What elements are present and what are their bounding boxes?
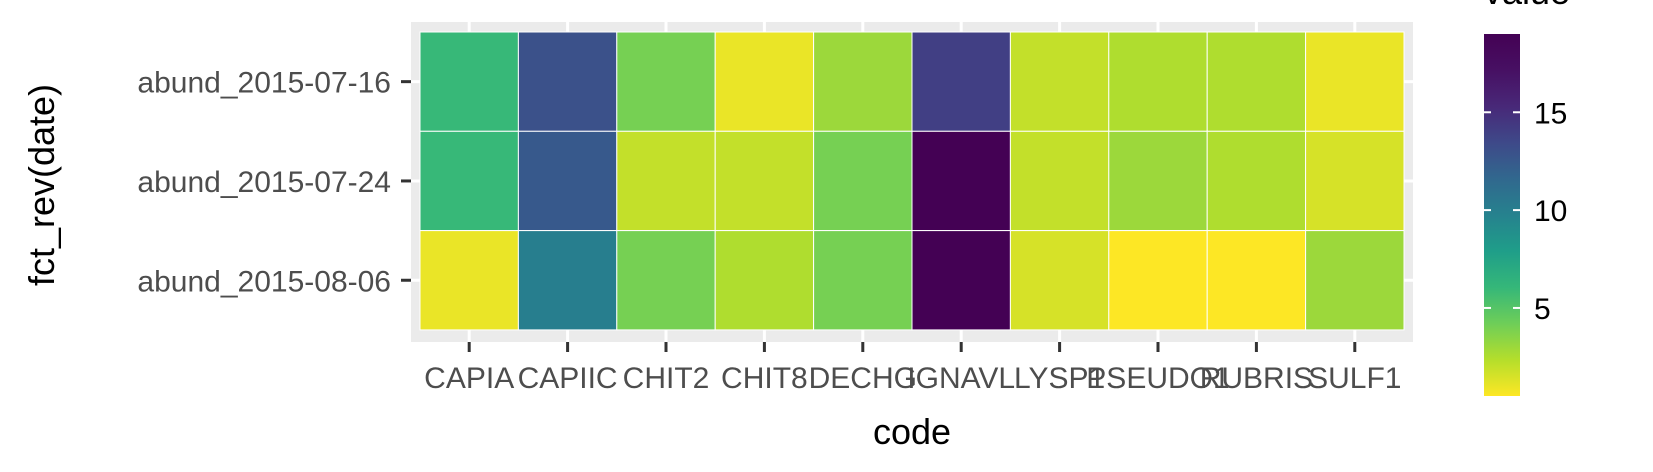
color-legend: value 5 10 15 xyxy=(1484,0,1570,396)
colorbar-ticks: 5 10 15 xyxy=(1484,97,1567,326)
x-tick-label: RUBRIS xyxy=(1200,362,1313,395)
heatmap-cell xyxy=(1108,130,1208,232)
heatmap-cell xyxy=(1305,31,1405,132)
x-tick-label: SULF1 xyxy=(1308,362,1401,395)
heatmap-cell xyxy=(1305,230,1405,331)
heatmap-cell xyxy=(813,230,913,331)
heatmap-cell xyxy=(1305,130,1405,232)
x-axis-title: code xyxy=(873,411,951,452)
x-tick-label: DECHG xyxy=(809,362,917,395)
heatmap-cell xyxy=(517,230,618,331)
y-tick-label: abund_2015-07-16 xyxy=(137,67,391,100)
heatmap-cell xyxy=(419,130,519,232)
heatmap-cell xyxy=(714,230,815,331)
x-axis: CAPIA CAPIIC CHIT2 CHIT8 DECHGIGNAVLLYSP1PSE… xyxy=(424,342,1401,395)
heatmap-cell xyxy=(813,31,913,132)
y-axis-title: fct_rev(date) xyxy=(21,84,62,286)
heatmap-cell xyxy=(616,130,716,232)
x-tick-label: CHIT8 xyxy=(721,362,808,395)
y-axis: abund_2015-07-16 abund_2015-07-24 abund_20… xyxy=(137,67,411,298)
x-tick-label: CHIT2 xyxy=(623,362,710,395)
colorbar xyxy=(1484,34,1520,396)
heatmap-cell xyxy=(714,31,815,132)
heatmap-cell xyxy=(1206,31,1307,132)
x-tick-label: LYSP1 xyxy=(1014,362,1105,395)
heatmap-cell xyxy=(1108,31,1208,132)
legend-title: value xyxy=(1484,0,1570,12)
heatmap-cell xyxy=(517,130,618,232)
heatmap-cell xyxy=(813,130,913,232)
heatmap-cell xyxy=(1009,31,1110,132)
x-tick-label: PSEUDO1 xyxy=(1086,362,1229,395)
colorbar-tick-label: 15 xyxy=(1534,97,1567,130)
heatmap-cell xyxy=(419,230,519,331)
heatmap-cells xyxy=(419,31,1405,331)
heatmap-cell xyxy=(1108,230,1208,331)
heatmap-cell xyxy=(616,230,716,331)
heatmap-cell xyxy=(1009,130,1110,232)
heatmap-cell xyxy=(714,130,815,232)
colorbar-tick-label: 5 xyxy=(1534,293,1551,326)
heatmap-cell xyxy=(616,31,716,132)
heatmap-cell xyxy=(419,31,519,132)
heatmap-cell xyxy=(911,130,1011,232)
x-tick-label: CAPIIC xyxy=(518,362,618,395)
heatmap-cell xyxy=(911,31,1011,132)
heatmap-cell xyxy=(517,31,618,132)
heatmap-cell xyxy=(1206,130,1307,232)
x-tick-label: CAPIA xyxy=(424,362,514,395)
y-tick-label: abund_2015-07-24 xyxy=(137,166,391,199)
heatmap-cell xyxy=(911,230,1011,331)
x-tick-label: IGNAVL xyxy=(907,362,1015,395)
heatmap-cell xyxy=(1206,230,1307,331)
heatmap-cell xyxy=(1009,230,1110,331)
y-tick-label: abund_2015-08-06 xyxy=(137,265,391,298)
colorbar-tick-label: 10 xyxy=(1534,195,1567,228)
